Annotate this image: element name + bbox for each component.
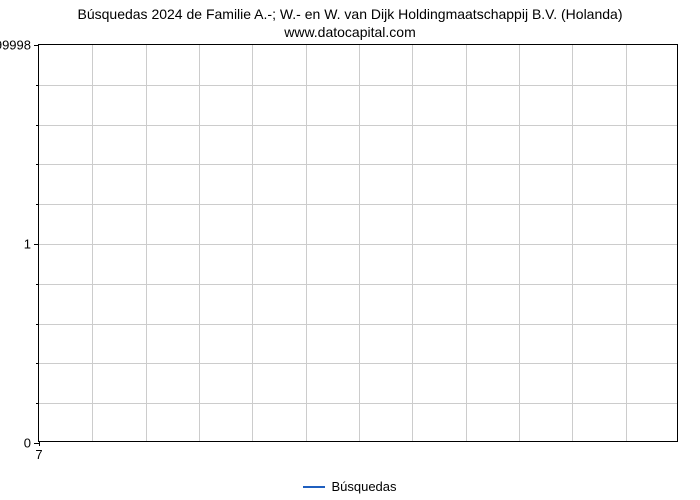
ytick-minor-mark bbox=[36, 164, 39, 165]
ytick-mark bbox=[34, 45, 39, 46]
ytick-minor-mark bbox=[36, 363, 39, 364]
gridline-vertical bbox=[572, 45, 573, 441]
gridline-horizontal bbox=[39, 244, 677, 245]
plot-area: 011.99999999999999987 bbox=[38, 44, 678, 442]
legend: Búsquedas bbox=[0, 478, 700, 494]
gridline-vertical bbox=[199, 45, 200, 441]
ytick-minor-mark bbox=[36, 324, 39, 325]
ytick-label: 1 bbox=[24, 237, 31, 252]
gridline-vertical bbox=[626, 45, 627, 441]
gridline-horizontal bbox=[39, 164, 677, 165]
gridline-horizontal bbox=[39, 324, 677, 325]
gridline-horizontal bbox=[39, 284, 677, 285]
ytick-minor-mark bbox=[36, 85, 39, 86]
ytick-mark bbox=[34, 244, 39, 245]
ytick-minor-mark bbox=[36, 284, 39, 285]
gridline-vertical bbox=[92, 45, 93, 441]
chart-title: Búsquedas 2024 de Familie A.-; W.- en W.… bbox=[0, 6, 700, 41]
ytick-minor-mark bbox=[36, 403, 39, 404]
ytick-label: 1.9999999999999998 bbox=[0, 38, 31, 53]
gridline-vertical bbox=[519, 45, 520, 441]
legend-swatch bbox=[303, 486, 325, 488]
gridline-vertical bbox=[359, 45, 360, 441]
legend-label: Búsquedas bbox=[331, 479, 396, 494]
gridline-vertical bbox=[412, 45, 413, 441]
ytick-minor-mark bbox=[36, 204, 39, 205]
gridline-vertical bbox=[146, 45, 147, 441]
xtick-label: 7 bbox=[35, 447, 42, 462]
chart-container: Búsquedas 2024 de Familie A.-; W.- en W.… bbox=[0, 0, 700, 500]
gridline-horizontal bbox=[39, 403, 677, 404]
xtick-mark bbox=[39, 441, 40, 446]
gridline-horizontal bbox=[39, 85, 677, 86]
gridline-horizontal bbox=[39, 363, 677, 364]
gridline-vertical bbox=[252, 45, 253, 441]
gridline-horizontal bbox=[39, 204, 677, 205]
gridline-vertical bbox=[306, 45, 307, 441]
ytick-label: 0 bbox=[24, 436, 31, 451]
gridline-vertical bbox=[466, 45, 467, 441]
gridline-horizontal bbox=[39, 125, 677, 126]
ytick-minor-mark bbox=[36, 125, 39, 126]
